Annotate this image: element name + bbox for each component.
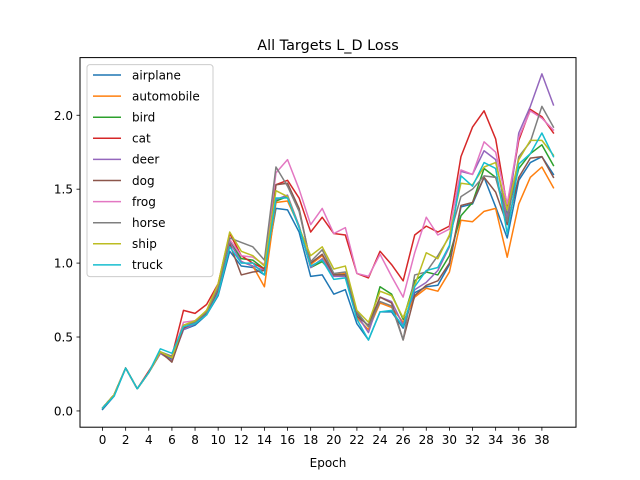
x-tick-label: 20 [326,433,341,447]
legend-label-cat: cat [132,132,151,146]
legend-label-bird: bird [132,111,155,125]
x-tick-label: 38 [534,433,549,447]
y-axis: 0.0 0.5 1.0 1.5 2.0 [54,109,80,418]
chart-title: All Targets L_D Loss [257,38,398,54]
x-tick-label: 18 [303,433,318,447]
x-tick-label: 10 [211,433,226,447]
y-tick-label: 0.0 [54,404,73,418]
legend-label-deer: deer [132,153,159,167]
legend-label-ship: ship [132,237,157,251]
x-tick-label: 32 [465,433,480,447]
y-tick-label: 1.5 [54,183,73,197]
x-tick-label: 4 [145,433,153,447]
series-line-truck [101,132,555,410]
x-tick-label: 26 [396,433,411,447]
x-tick-label: 14 [257,433,272,447]
x-tick-label: 24 [372,433,387,447]
x-tick-label: 8 [191,433,199,447]
plot-lines [101,73,555,411]
x-tick-label: 16 [280,433,295,447]
legend-label-airplane: airplane [132,68,181,82]
x-tick-label: 0 [99,433,107,447]
x-tick-label: 12 [234,433,249,447]
x-tick-label: 2 [122,433,130,447]
x-axis: 0 2 4 6 8 10 12 14 16 18 20 22 24 26 28 30 32 34 36 38 [99,427,550,447]
x-tick-label: 36 [511,433,526,447]
x-tick-label: 34 [488,433,503,447]
series-line-cat [101,108,555,410]
legend-label-truck: truck [132,258,163,272]
x-tick-label: 30 [442,433,457,447]
legend-label-frog: frog [132,195,156,209]
legend-label-automobile: automobile [132,89,200,103]
x-tick-label: 6 [168,433,176,447]
y-tick-label: 2.0 [54,109,73,123]
x-tick-label: 22 [349,433,364,447]
x-tick-label: 28 [419,433,434,447]
y-tick-label: 0.5 [54,331,73,345]
legend-label-dog: dog [132,174,155,188]
legend-label-horse: horse [132,216,166,230]
plot-frame [79,57,577,428]
x-axis-label: Epoch [310,456,347,470]
y-tick-label: 1.0 [54,257,73,271]
series-line-dog [101,155,555,410]
legend: airplane automobile bird cat deer dog frog hors… [86,64,214,278]
